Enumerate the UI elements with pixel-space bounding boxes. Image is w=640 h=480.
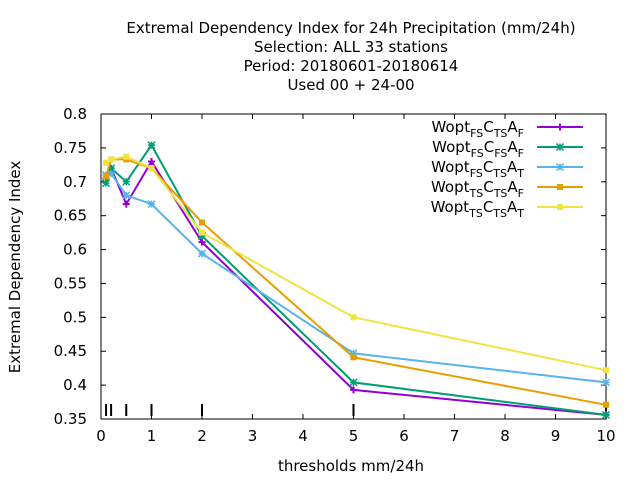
y-tick-label: 0.5	[63, 308, 87, 326]
x-tick-label: 2	[197, 427, 207, 445]
data-point-FS_CFS_AF	[197, 231, 207, 241]
data-point-FS_CTS_AT	[122, 191, 131, 200]
data-point-FS_CFS_AF	[102, 179, 111, 188]
data-point-FS_CTS_AF	[122, 200, 130, 208]
data-point-TS_CTS_AF	[603, 401, 609, 408]
legend-label: WoptFSCTSAF	[432, 118, 524, 140]
axis-ticks: 0 1 2 3 4 5 6 7 8 9 10 0.35 0.4 0.45 0.5 0.55 0.6 0.65 0.7…	[54, 105, 616, 445]
legend-entry-FS_CFS_AF: WoptFSCFSAF	[432, 138, 583, 160]
data-point-FS_CTS_AT	[107, 169, 116, 178]
legend-label: WoptFSCFSAF	[432, 138, 524, 160]
y-tick-label: 0.8	[63, 105, 87, 123]
legend-entry-TS_CTS_AF: WoptTSCTSAF	[431, 178, 583, 200]
legend-entry-FS_CTS_AF: WoptFSCTSAF	[432, 118, 583, 140]
data-point-TS_CTS_AT	[199, 229, 205, 236]
data-point-FS_CTS_AT	[349, 349, 358, 358]
legend-swatch-marker	[555, 162, 565, 172]
legend: WoptFSCTSAFWoptFSCFSAFWoptFSCTSATWoptTSC…	[431, 118, 583, 220]
x-axis-label: thresholds mm/24h	[278, 457, 424, 475]
y-tick-label: 0.4	[63, 376, 87, 394]
series-line-TS_CTS_AT	[105, 155, 607, 372]
data-point-FS_CTS_AF	[198, 238, 206, 246]
data-point-FS_CTS_AT	[601, 378, 611, 387]
chart-title-line-4: Used 00 + 24-00	[287, 76, 414, 94]
x-tick-label: 4	[298, 427, 308, 445]
x-tick-label: 5	[349, 427, 359, 445]
legend-label: WoptFSCTSAT	[431, 158, 524, 180]
y-tick-label: 0.7	[63, 173, 87, 191]
chart-title-block: Extremal Dependency Index for 24h Precip…	[126, 19, 575, 94]
chart-title-line-3: Period: 20180601-20180614	[244, 57, 459, 75]
x-tick-label: 0	[96, 427, 106, 445]
data-point-TS_CTS_AF	[103, 173, 110, 180]
y-tick-label: 0.6	[63, 241, 87, 259]
y-tick-label: 0.75	[54, 139, 87, 157]
data-point-FS_CFS_AF	[122, 177, 131, 186]
data-point-TS_CTS_AF	[350, 354, 357, 361]
data-point-FS_CFS_AF	[147, 141, 156, 150]
x-tick-label: 7	[450, 427, 460, 445]
data-point-TS_CTS_AT	[603, 367, 609, 374]
data-point-FS_CTS_AT	[147, 200, 156, 209]
data-point-TS_CTS_AF	[199, 219, 205, 226]
x-tick-label: 9	[551, 427, 561, 445]
series-layer	[102, 141, 611, 419]
legend-swatch-marker	[555, 142, 565, 152]
data-point-FS_CTS_AF	[148, 157, 155, 165]
data-point-FS_CFS_AF	[601, 410, 611, 419]
y-axis-label: Extremal Dependency Index	[6, 161, 24, 374]
data-point-TS_CTS_AT	[148, 165, 155, 172]
data-point-TS_CTS_AT	[350, 314, 357, 321]
data-point-TS_CTS_AT	[123, 153, 130, 160]
data-point-TS_CTS_AT	[103, 159, 110, 166]
y-tick-label: 0.45	[54, 342, 87, 360]
chart-title-line-1: Extremal Dependency Index for 24h Precip…	[126, 19, 575, 37]
data-point-TS_CTS_AT	[108, 156, 115, 163]
x-tick-label: 6	[399, 427, 409, 445]
legend-entry-FS_CTS_AT: WoptFSCTSAT	[431, 158, 583, 180]
chart-title-line-2: Selection: ALL 33 stations	[254, 38, 448, 56]
legend-swatch-marker	[556, 123, 564, 131]
legend-entry-TS_CTS_AT: WoptTSCTSAT	[431, 198, 583, 220]
series-FS_CFS_AF	[102, 141, 611, 419]
x-tick-label: 1	[147, 427, 157, 445]
data-point-FS_CTS_AT	[197, 249, 207, 258]
x-tick-label: 3	[248, 427, 258, 445]
data-point-FS_CTS_AF	[350, 386, 357, 394]
data-point-FS_CFS_AF	[349, 378, 358, 387]
x-tick-label: 10	[596, 427, 615, 445]
legend-label: WoptTSCTSAT	[431, 198, 525, 220]
legend-label: WoptTSCTSAF	[431, 178, 524, 200]
y-tick-label: 0.35	[54, 410, 87, 428]
y-tick-label: 0.55	[54, 274, 87, 292]
x-tick-label: 8	[500, 427, 510, 445]
data-point-FS_CFS_AF	[107, 164, 116, 173]
legend-swatch-marker	[557, 204, 563, 210]
y-tick-label: 0.65	[54, 207, 87, 225]
series-TS_CTS_AT	[103, 153, 609, 374]
legend-swatch-marker	[557, 184, 563, 190]
